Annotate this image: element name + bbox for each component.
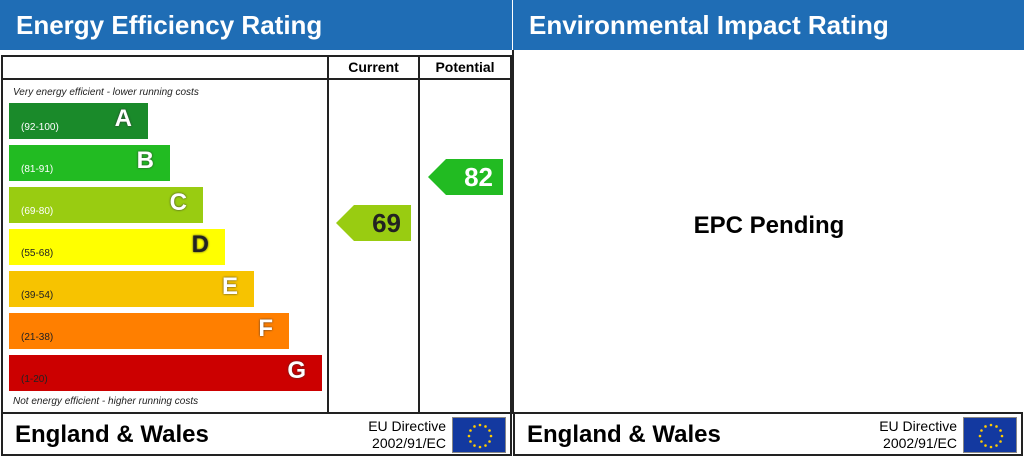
eu-flag-icon [963, 417, 1017, 453]
region-label: England & Wales [527, 421, 721, 448]
band-letter: A [114, 105, 132, 132]
column-divider [327, 55, 329, 414]
band-range: (92-100) [21, 122, 59, 133]
band-a: (92-100) A [9, 103, 148, 139]
environmental-panel [512, 50, 1024, 414]
left-footer: England & Wales EU Directive 2002/91/EC [1, 412, 512, 456]
eu-directive: EU Directive 2002/91/EC [879, 418, 957, 452]
right-footer: England & Wales EU Directive 2002/91/EC [513, 412, 1023, 456]
band-range: (1-20) [21, 374, 48, 385]
potential-column-header: Potential [435, 59, 495, 75]
directive-line2: 2002/91/EC [883, 435, 957, 451]
epc-pending-status: EPC Pending [693, 212, 845, 239]
header-divider [1, 78, 512, 80]
environmental-impact-title: Environmental Impact Rating [513, 0, 1024, 50]
eu-directive: EU Directive 2002/91/EC [368, 418, 446, 452]
band-letter: F [258, 315, 273, 342]
directive-line1: EU Directive [879, 418, 957, 434]
potential-rating-arrow: 82 [428, 159, 503, 195]
band-c: (69-80) C [9, 187, 203, 223]
band-b: (81-91) B [9, 145, 170, 181]
band-range: (55-68) [21, 248, 54, 259]
band-range: (69-80) [21, 206, 54, 217]
band-range: (21-38) [21, 332, 54, 343]
band-letter: G [287, 357, 306, 384]
band-range: (81-91) [21, 164, 54, 175]
current-column-header: Current [348, 59, 399, 75]
current-rating-arrow: 69 [336, 205, 411, 241]
region-label: England & Wales [15, 421, 209, 448]
energy-efficiency-title: Energy Efficiency Rating [0, 0, 512, 50]
band-letter: B [136, 147, 154, 174]
directive-line1: EU Directive [368, 418, 446, 434]
band-e: (39-54) E [9, 271, 254, 307]
directive-line2: 2002/91/EC [372, 435, 446, 451]
band-g: (1-20) G [9, 355, 322, 391]
column-divider [418, 55, 420, 414]
bottom-note: Not energy efficient - higher running co… [13, 396, 199, 407]
band-letter: E [221, 273, 238, 300]
band-letter: D [191, 231, 209, 258]
band-d: (55-68) D [9, 229, 225, 265]
top-note: Very energy efficient - lower running co… [13, 87, 199, 98]
band-range: (39-54) [21, 290, 54, 301]
eu-flag-icon [452, 417, 506, 453]
band-letter: C [169, 189, 187, 216]
band-f: (21-38) F [9, 313, 289, 349]
